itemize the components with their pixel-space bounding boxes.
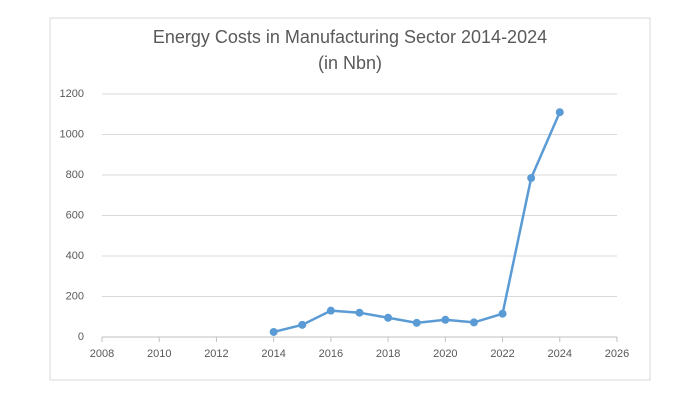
y-tick-label: 600: [66, 209, 84, 221]
y-tick-label: 0: [78, 331, 84, 343]
chart-subtitle: (in Nbn): [318, 53, 382, 73]
data-point: [498, 309, 507, 318]
x-tick-label: 2026: [605, 348, 629, 360]
y-tick-label: 1200: [60, 88, 84, 100]
chart-frame: [49, 17, 651, 381]
data-point: [469, 318, 478, 327]
x-tick-label: 2016: [319, 348, 343, 360]
data-point: [384, 313, 393, 322]
y-tick-label: 1000: [60, 128, 84, 140]
data-point: [355, 308, 364, 317]
x-tick-label: 2018: [376, 348, 400, 360]
y-tick-label: 200: [66, 290, 84, 302]
data-point: [326, 306, 335, 315]
y-tick-label: 400: [66, 250, 84, 262]
data-point: [269, 327, 278, 336]
data-point: [298, 320, 307, 329]
data-point: [555, 108, 564, 117]
x-tick-label: 2012: [204, 348, 228, 360]
x-tick-label: 2014: [261, 348, 285, 360]
y-tick-label: 800: [66, 169, 84, 181]
x-tick-label: 2024: [548, 348, 572, 360]
data-point: [412, 318, 421, 327]
chart-title: Energy Costs in Manufacturing Sector 201…: [153, 27, 547, 47]
x-tick-label: 2020: [433, 348, 457, 360]
x-tick-label: 2008: [90, 348, 114, 360]
x-tick-label: 2010: [147, 348, 171, 360]
data-point: [527, 174, 536, 183]
x-tick-label: 2022: [490, 348, 514, 360]
data-point: [441, 315, 450, 324]
